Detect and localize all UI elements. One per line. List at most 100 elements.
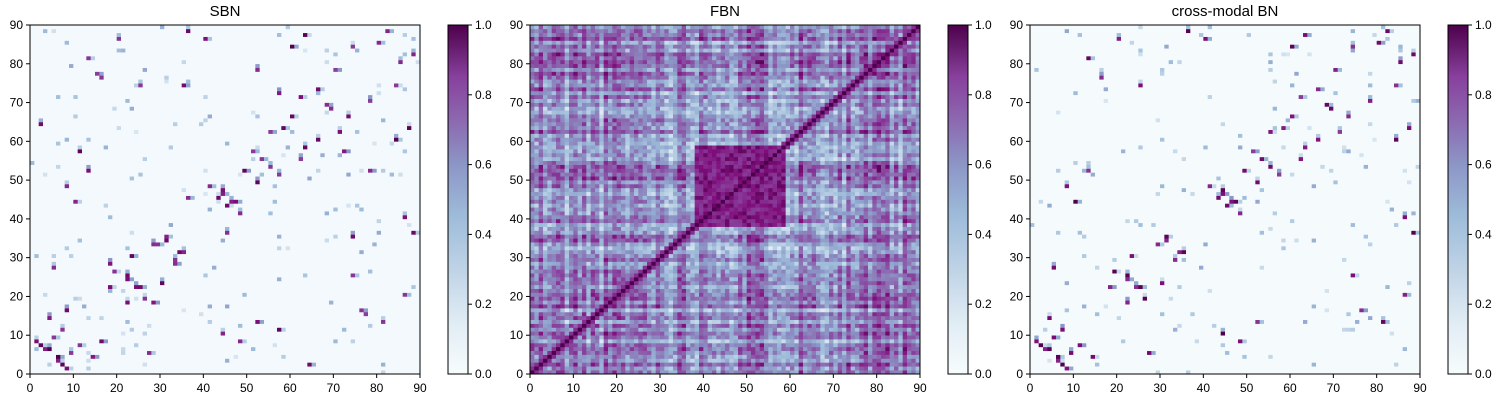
heatmap-cell	[151, 223, 156, 227]
heatmap-cell	[325, 250, 330, 254]
heatmap-cell	[333, 285, 338, 289]
heatmap-cell	[82, 262, 87, 266]
heatmap-cell	[294, 343, 299, 347]
heatmap-cell	[151, 176, 156, 180]
heatmap-cell	[156, 242, 161, 246]
heatmap-cell	[91, 180, 96, 184]
heatmap-cell	[221, 184, 226, 188]
heatmap-cell	[117, 250, 122, 254]
heatmap-cell	[338, 238, 343, 242]
heatmap-cell	[320, 234, 325, 238]
heatmap-cell	[268, 172, 273, 176]
heatmap-cell	[99, 242, 104, 246]
heatmap-cell	[242, 296, 247, 300]
heatmap-cell	[212, 362, 217, 366]
heatmap-cell	[104, 207, 109, 211]
heatmap-cell	[30, 250, 35, 254]
heatmap-cell	[294, 316, 299, 320]
heatmap-cell	[368, 289, 373, 293]
heatmap-cell	[73, 196, 78, 200]
heatmap-cell	[338, 200, 343, 204]
heatmap-cell	[260, 172, 265, 176]
heatmap-cell	[34, 362, 39, 366]
heatmap-cell	[242, 207, 247, 211]
heatmap-cell	[43, 362, 48, 366]
heatmap-cell	[173, 262, 178, 266]
heatmap-cell	[411, 304, 416, 308]
heatmap-cell	[121, 246, 126, 250]
heatmap-cell	[307, 231, 312, 235]
heatmap-cell	[52, 366, 57, 370]
heatmap-cell	[43, 161, 48, 165]
heatmap-cell	[312, 262, 317, 266]
heatmap-cell	[294, 238, 299, 242]
heatmap-cell	[169, 242, 174, 246]
heatmap-cell	[333, 250, 338, 254]
heatmap-cell	[108, 335, 113, 339]
heatmap-cell	[130, 320, 135, 324]
heatmap-cell	[355, 165, 360, 169]
heatmap-cell	[104, 273, 109, 277]
heatmap-cell	[273, 358, 278, 362]
heatmap-cell	[264, 300, 269, 304]
heatmap-cell	[299, 296, 304, 300]
heatmap-cell	[333, 200, 338, 204]
heatmap-cell	[225, 168, 230, 172]
heatmap-cell	[190, 246, 195, 250]
heatmap-cell	[117, 207, 122, 211]
heatmap-cell	[108, 347, 113, 351]
heatmap-cell	[95, 304, 100, 308]
heatmap-cell	[385, 327, 390, 331]
heatmap-cell	[138, 254, 143, 258]
heatmap-cell	[299, 196, 304, 200]
heatmap-cell	[134, 207, 139, 211]
heatmap-cell	[403, 269, 408, 273]
heatmap-cell	[190, 242, 195, 246]
heatmap-cell	[342, 343, 347, 347]
heatmap-cell	[333, 234, 338, 238]
heatmap-cell	[47, 281, 52, 285]
heatmap-cell	[199, 362, 204, 366]
heatmap-cell	[229, 265, 234, 269]
heatmap-cell	[403, 320, 408, 324]
heatmap-cell	[251, 176, 256, 180]
heatmap-cell	[86, 219, 91, 223]
heatmap-cell	[30, 366, 35, 370]
heatmap-cell	[385, 172, 390, 176]
heatmap-cell	[99, 351, 104, 355]
heatmap-cell	[290, 300, 295, 304]
heatmap-cell	[247, 184, 252, 188]
heatmap-cell	[147, 343, 152, 347]
heatmap-cell	[34, 331, 39, 335]
heatmap-cell	[203, 358, 208, 362]
heatmap-cell	[203, 339, 208, 343]
heatmap-cell	[255, 296, 260, 300]
heatmap-cell	[290, 188, 295, 192]
heatmap-cell	[43, 347, 48, 351]
heatmap-cell	[56, 262, 61, 266]
heatmap-cell	[82, 223, 87, 227]
heatmap-cell	[112, 320, 117, 324]
heatmap-cell	[30, 165, 35, 169]
heatmap-cell	[251, 289, 256, 293]
heatmap-cell	[277, 258, 282, 262]
heatmap-cell	[130, 335, 135, 339]
heatmap-cell	[364, 207, 369, 211]
heatmap-cell	[216, 203, 221, 207]
heatmap-cell	[307, 265, 312, 269]
heatmap-cell	[359, 254, 364, 258]
heatmap-cell	[164, 343, 169, 347]
heatmap-cell	[99, 327, 104, 331]
heatmap-cell	[134, 215, 139, 219]
heatmap-cell	[381, 312, 386, 316]
heatmap-cell	[151, 366, 156, 370]
heatmap-cell	[86, 238, 91, 242]
heatmap-cell	[372, 203, 377, 207]
heatmap-cell	[346, 192, 351, 196]
heatmap-cell	[108, 168, 113, 172]
heatmap-cell	[247, 316, 252, 320]
heatmap-cell	[390, 277, 395, 281]
heatmap-cell	[390, 211, 395, 215]
heatmap-cell	[112, 223, 117, 227]
heatmap-cell	[277, 296, 282, 300]
